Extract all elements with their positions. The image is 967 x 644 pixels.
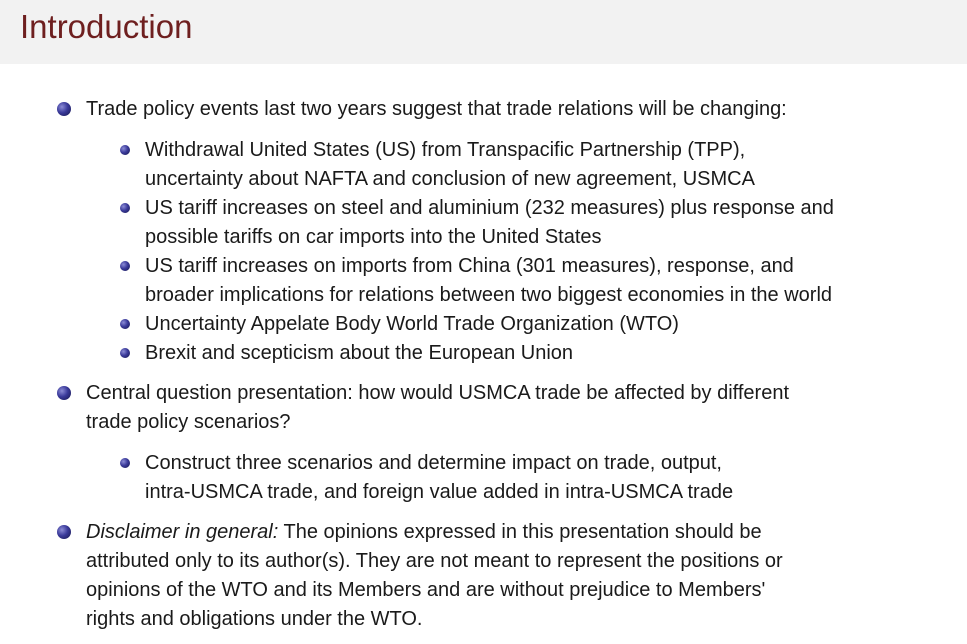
text-line: US tariff increases on steel and alumini… (145, 194, 834, 222)
text: rights and obligations under the WTO. (86, 608, 423, 630)
bullet (120, 145, 130, 155)
text: possible tariffs on car imports into the… (145, 226, 602, 248)
text-line: rights and obligations under the WTO. (86, 605, 422, 633)
text: Construct three scenarios and determine … (145, 452, 722, 474)
text: intra-USMCA trade, and foreign value add… (145, 481, 734, 503)
text: trade policy scenarios? (86, 411, 291, 433)
text: US tariff increases on steel and alumini… (145, 197, 834, 219)
text-line: opinions of the WTO and its Members and … (86, 576, 765, 604)
emphasis: Disclaimer in general: (86, 521, 279, 543)
text: Central question presentation: how would… (86, 382, 790, 404)
text-line: Disclaimer in general: The opinions expr… (86, 518, 762, 546)
text-line: broader implications for relations betwe… (145, 281, 832, 309)
text-line: trade policy scenarios? (86, 408, 291, 436)
text-line: Central question presentation: how would… (86, 379, 789, 407)
text: Brexit and scepticism about the European… (145, 342, 574, 364)
text-line: uncertainty about NAFTA and conclusion o… (145, 165, 755, 193)
text-line: attributed only to its author(s). They a… (86, 547, 783, 575)
text: Withdrawal United States (US) from Trans… (145, 139, 746, 161)
bullet (120, 261, 130, 271)
bullet (57, 525, 71, 539)
text: broader implications for relations betwe… (145, 284, 833, 306)
header: Introduction (0, 0, 967, 64)
bullet (120, 319, 130, 329)
text: opinions of the WTO and its Members and … (86, 579, 766, 601)
text-line: Trade policy events last two years sugge… (86, 95, 787, 123)
text: Trade policy events last two years sugge… (86, 98, 787, 120)
text-line: US tariff increases on imports from Chin… (145, 252, 794, 280)
bullet (120, 348, 130, 358)
text-line: Uncertainty Appelate Body World Trade Or… (145, 310, 679, 338)
text-line: intra-USMCA trade, and foreign value add… (145, 478, 733, 506)
text-line: Brexit and scepticism about the European… (145, 339, 573, 367)
text-line: Withdrawal United States (US) from Trans… (145, 136, 745, 164)
text: The opinions expressed in this presentat… (283, 521, 762, 543)
bullet (120, 458, 130, 468)
text: Uncertainty Appelate Body World Trade Or… (145, 313, 679, 335)
bullet (57, 386, 71, 400)
text: uncertainty about NAFTA and conclusion o… (145, 168, 755, 190)
bullet (57, 102, 71, 116)
text: US tariff increases on imports from Chin… (145, 255, 794, 277)
text-line: possible tariffs on car imports into the… (145, 223, 602, 251)
text-line: Construct three scenarios and determine … (145, 449, 722, 477)
bullet (120, 203, 130, 213)
title: Introduction (20, 8, 193, 45)
text: attributed only to its author(s). They a… (86, 550, 783, 572)
